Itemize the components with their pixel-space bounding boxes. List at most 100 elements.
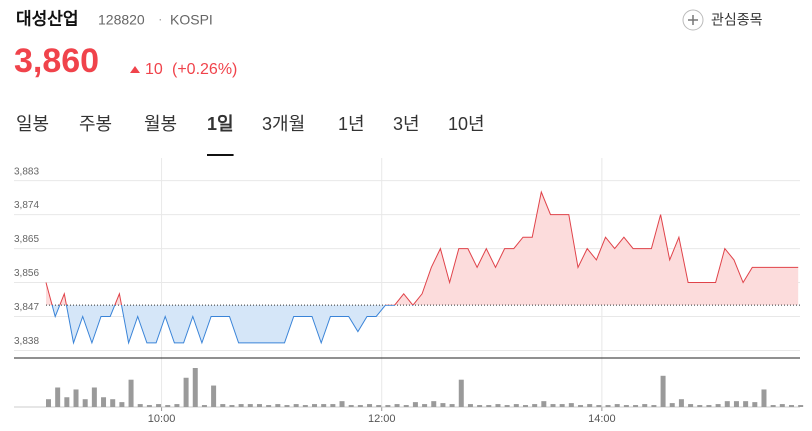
volume-bar bbox=[458, 379, 464, 407]
volume-bar bbox=[275, 404, 281, 407]
volume-bar bbox=[532, 404, 538, 407]
volume-bar bbox=[385, 405, 391, 407]
tab[interactable]: 3년 bbox=[393, 114, 420, 134]
volume-bar bbox=[623, 405, 629, 407]
tab[interactable]: 월봉 bbox=[144, 114, 177, 134]
volume-bar bbox=[706, 405, 712, 407]
volume-bar bbox=[431, 401, 437, 407]
volume-bar bbox=[614, 404, 620, 407]
volume-bar bbox=[46, 399, 51, 407]
volume-bar bbox=[752, 402, 758, 407]
volume-bar bbox=[256, 404, 262, 407]
volume-bar bbox=[110, 399, 116, 407]
volume-bar bbox=[743, 401, 749, 407]
volume-bar bbox=[266, 405, 272, 407]
volume-bar bbox=[467, 404, 473, 407]
price: 3,860 bbox=[14, 42, 99, 80]
volume-bar bbox=[119, 402, 125, 407]
volume-bar bbox=[486, 405, 492, 407]
volume-bar bbox=[477, 405, 483, 407]
volume-bar bbox=[651, 405, 657, 407]
volume-bar bbox=[367, 404, 373, 407]
chart: 3,838 3,847 3,856 3,865 3,874 3,883 10:00 12:00… bbox=[14, 158, 804, 425]
volume-bar bbox=[211, 385, 217, 407]
volume-bar bbox=[724, 401, 730, 407]
price-change-pct: (+0.26%) bbox=[172, 61, 237, 78]
stock-name: 대성산업 bbox=[16, 9, 79, 28]
volume-bar bbox=[394, 404, 400, 407]
volume-bar bbox=[357, 405, 363, 407]
up-arrow bbox=[130, 66, 140, 73]
volume-bar bbox=[541, 401, 547, 407]
market: KOSPI bbox=[170, 12, 213, 28]
volume-bar bbox=[761, 389, 767, 407]
volume-bar bbox=[633, 405, 639, 407]
volume-bar bbox=[522, 405, 528, 407]
volume-bar bbox=[642, 404, 648, 407]
volume-bar bbox=[798, 405, 804, 407]
volume-bar bbox=[715, 404, 721, 407]
volume-bar bbox=[422, 404, 428, 407]
volume-bar bbox=[587, 404, 593, 407]
volume-bar bbox=[504, 405, 510, 407]
x-tick-label: 10:00 bbox=[148, 413, 176, 425]
volume-bar bbox=[293, 404, 299, 407]
x-tick-label: 14:00 bbox=[588, 413, 616, 425]
volume-bar bbox=[449, 404, 455, 407]
tab[interactable]: 주봉 bbox=[79, 114, 112, 134]
volume-bar bbox=[146, 405, 152, 407]
volume-bar bbox=[128, 379, 134, 407]
volume-bar bbox=[669, 403, 675, 407]
y-tick-label: 3,874 bbox=[14, 200, 39, 211]
volume-bar bbox=[495, 404, 501, 407]
y-tick-label: 3,847 bbox=[14, 302, 39, 313]
volume-bar bbox=[376, 405, 382, 407]
volume-bar bbox=[559, 404, 565, 407]
volume-bar bbox=[247, 404, 253, 407]
volume-bar bbox=[229, 405, 235, 407]
volume-bar bbox=[688, 404, 694, 407]
stock-code: 128820 bbox=[98, 12, 145, 28]
plus-sign bbox=[688, 15, 698, 25]
volume-bar bbox=[302, 405, 308, 407]
volume-bar bbox=[678, 399, 684, 407]
volume-bar bbox=[348, 405, 354, 407]
volume-bar bbox=[220, 404, 226, 407]
tab[interactable]: 1년 bbox=[338, 114, 365, 134]
volume-bar bbox=[788, 405, 794, 407]
volume-bar bbox=[412, 402, 418, 407]
watch-button[interactable]: 관심종목 bbox=[682, 9, 763, 31]
tab[interactable]: 10년 bbox=[448, 114, 485, 134]
volume-bar bbox=[779, 404, 785, 407]
separator: · bbox=[158, 11, 163, 27]
tab[interactable]: 3개월 bbox=[262, 114, 305, 134]
tab-bar: 일봉 주봉 월봉 1일 3개월 1년 3년 10년 bbox=[16, 114, 485, 156]
volume-bar bbox=[183, 377, 189, 407]
volume-bar bbox=[770, 405, 776, 407]
volume-bar bbox=[101, 397, 107, 407]
volume-bar bbox=[55, 387, 61, 407]
price-area bbox=[46, 192, 799, 343]
volume-bar bbox=[440, 403, 446, 407]
tab[interactable]: 1일 bbox=[207, 114, 234, 134]
volume-bar bbox=[238, 404, 244, 407]
tab[interactable]: 일봉 bbox=[16, 114, 49, 134]
volume-bar bbox=[165, 405, 171, 407]
volume-bar bbox=[660, 375, 666, 407]
volume-bar bbox=[156, 404, 162, 407]
volume-bar bbox=[137, 404, 143, 407]
volume-bar bbox=[605, 405, 611, 407]
y-tick-label: 3,865 bbox=[14, 234, 39, 245]
price-line bbox=[45, 190, 799, 345]
volume-bar bbox=[403, 405, 409, 407]
volume-bar bbox=[697, 405, 703, 407]
volume-bar bbox=[330, 404, 336, 407]
volume-bar bbox=[321, 404, 327, 407]
volume-bar bbox=[733, 401, 739, 407]
y-tick-label: 3,883 bbox=[14, 166, 39, 177]
volume-bar bbox=[312, 404, 318, 407]
y-tick-label: 3,838 bbox=[14, 336, 39, 347]
volume-bar bbox=[91, 387, 97, 407]
volume-bar bbox=[64, 397, 70, 407]
volume-bar bbox=[73, 389, 79, 407]
